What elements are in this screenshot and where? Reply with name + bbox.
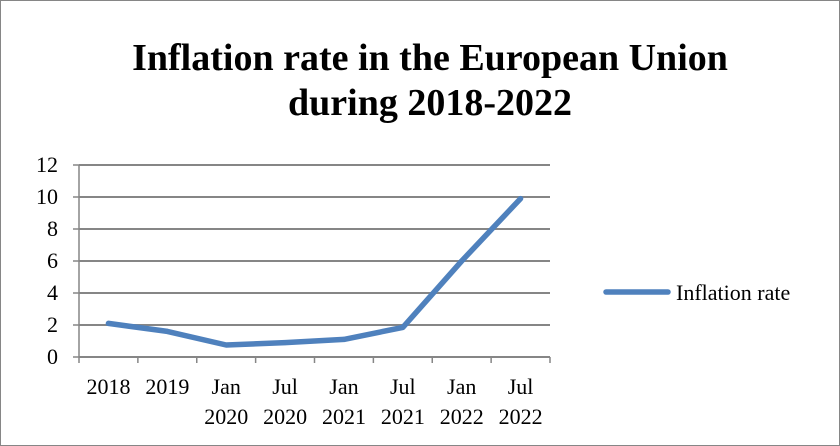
y-tick-label: 6 (47, 248, 58, 273)
x-tick-label: 2022 (499, 404, 543, 429)
y-tick-label: 2 (47, 312, 58, 337)
x-tick-label: 2021 (322, 404, 366, 429)
data-point (400, 324, 406, 330)
y-tick-label: 0 (47, 344, 58, 369)
x-tick-label: Jan (212, 374, 241, 399)
data-point (518, 196, 524, 202)
y-tick-label: 10 (36, 184, 58, 209)
x-tick-label: 2018 (86, 374, 130, 399)
data-point (341, 336, 347, 342)
x-tick-label: 2019 (145, 374, 189, 399)
x-tick-label: Jul (508, 374, 534, 399)
y-tick-label: 8 (47, 216, 58, 241)
data-point (282, 340, 288, 346)
x-tick-label: Jan (447, 374, 476, 399)
x-tick-label: 2021 (381, 404, 425, 429)
series-line (105, 195, 524, 348)
x-tick-label: Jul (272, 374, 298, 399)
x-tick-label: 2022 (440, 404, 484, 429)
y-tick-label: 4 (47, 280, 58, 305)
x-tick-label: Jan (329, 374, 358, 399)
data-point (459, 258, 465, 264)
legend-label: Inflation rate (676, 280, 790, 305)
y-tick-label: 12 (36, 152, 58, 177)
data-point (164, 328, 170, 334)
chart-title-line-2: during 2018-2022 (288, 82, 572, 124)
chart-title: Inflation rate in the European Union dur… (0, 36, 840, 126)
data-point (223, 342, 229, 348)
x-tick-label: 2020 (263, 404, 307, 429)
x-tick-label: Jul (390, 374, 416, 399)
data-point (105, 320, 111, 326)
x-tick-label: 2020 (204, 404, 248, 429)
chart-title-line-1: Inflation rate in the European Union (132, 37, 728, 79)
